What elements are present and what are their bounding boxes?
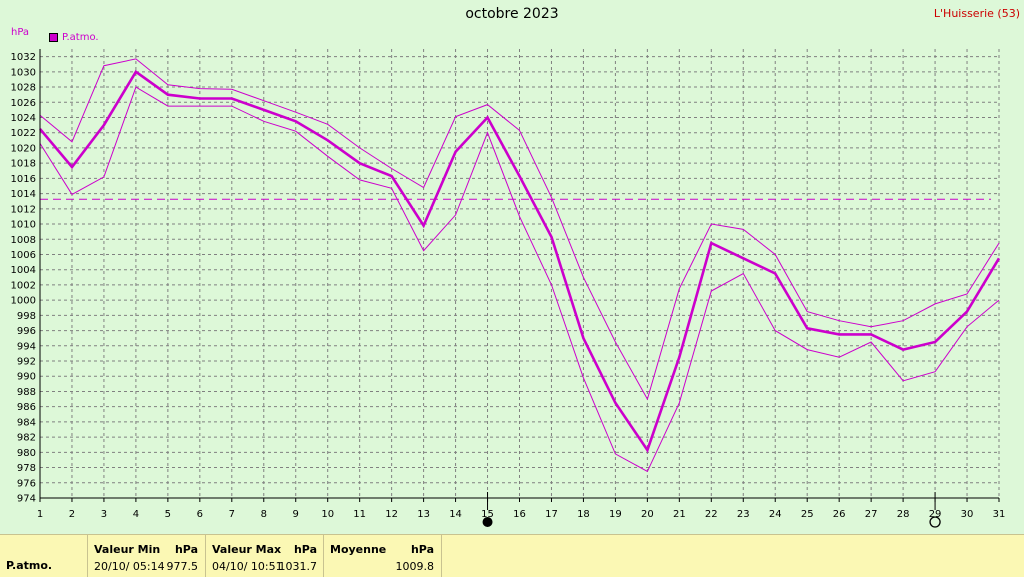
x-tick-label: 18 — [577, 509, 590, 520]
legend-label: P.atmo. — [62, 32, 99, 43]
y-tick-label: 1030 — [11, 67, 36, 78]
x-tick-label: 24 — [769, 509, 782, 520]
x-tick-label: 28 — [897, 509, 910, 520]
y-axis-unit: hPa — [11, 27, 30, 38]
y-tick-label: 1018 — [11, 159, 36, 170]
grid — [39, 49, 1000, 499]
y-tick-label: 986 — [17, 402, 36, 413]
footer-sensor-cell: P.atmo. — [0, 535, 88, 577]
x-tick-label: 19 — [609, 509, 622, 520]
legend: P.atmo. — [49, 32, 99, 43]
x-tick-label: 15 — [481, 509, 494, 520]
x-tick-label: 8 — [261, 509, 267, 520]
y-tick-label: 1002 — [11, 280, 36, 291]
x-tick-label: 2 — [69, 509, 75, 520]
new-moon-icon — [482, 517, 493, 527]
max-value: 1031.7 — [278, 560, 318, 573]
station-name: L'Huisserie (53) — [933, 7, 1020, 20]
y-tick-label: 1022 — [11, 128, 36, 139]
min-date: 20/10/ 05:14 — [94, 560, 165, 573]
y-tick-label: 982 — [17, 433, 36, 444]
footer-max-cell: Valeur Max hPa 04/10/ 10:51 1031.7 — [206, 535, 324, 577]
max-unit: hPa — [293, 543, 317, 556]
x-tick-label: 22 — [705, 509, 718, 520]
x-tick-label: 6 — [197, 509, 203, 520]
full-moon-icon — [929, 516, 941, 528]
x-tick-label: 25 — [801, 509, 814, 520]
footer-sensor-name: P.atmo. — [6, 559, 53, 572]
y-tick-label: 980 — [17, 448, 36, 459]
x-tick-label: 20 — [641, 509, 654, 520]
x-tick-label: 3 — [101, 509, 107, 520]
min-value: 977.5 — [166, 560, 199, 573]
x-tick-label: 21 — [673, 509, 686, 520]
y-tick-label: 1010 — [11, 220, 36, 231]
avg-unit: hPa — [410, 543, 434, 556]
x-tick-label: 27 — [865, 509, 878, 520]
avg-label: Moyenne — [330, 543, 387, 556]
y-tick-label: 976 — [17, 478, 36, 489]
series-line-mean — [39, 69, 1001, 453]
footer-min-cell: Valeur Min hPa 20/10/ 05:14 977.5 — [88, 535, 206, 577]
x-tick-label: 1 — [37, 509, 43, 520]
y-tick-label: 1032 — [11, 52, 36, 63]
x-tick-label: 9 — [293, 509, 299, 520]
y-tick-label: 1006 — [11, 250, 36, 261]
max-label: Valeur Max — [212, 543, 282, 556]
series-line-max — [39, 58, 1000, 401]
x-tick-label: 7 — [229, 509, 235, 520]
y-tick-label: 984 — [17, 417, 36, 428]
series-group — [39, 58, 1001, 473]
x-tick-label: 12 — [385, 509, 398, 520]
x-tick-label: 5 — [165, 509, 171, 520]
moon-phase-markers — [482, 492, 941, 528]
y-tick-label: 990 — [17, 372, 36, 383]
y-tick-label: 1024 — [11, 113, 36, 124]
avg-value: 1009.8 — [395, 560, 435, 573]
y-tick-label: 974 — [17, 494, 36, 505]
x-tick-label: 31 — [993, 509, 1006, 520]
series-line-min — [39, 86, 1000, 473]
y-tick-label: 988 — [17, 387, 36, 398]
x-tick-label: 11 — [353, 509, 366, 520]
y-tick-label: 992 — [17, 357, 36, 368]
y-tick-label: 1008 — [11, 235, 36, 246]
footer-avg-cell: Moyenne hPa 1009.8 — [324, 535, 442, 577]
y-tick-label: 998 — [17, 311, 36, 322]
x-tick-label: 26 — [833, 509, 846, 520]
x-tick-label: 17 — [545, 509, 558, 520]
stats-footer: P.atmo. Valeur Min hPa 20/10/ 05:14 977.… — [0, 534, 1024, 577]
x-tick-label: 23 — [737, 509, 750, 520]
y-tick-label: 978 — [17, 463, 36, 474]
min-unit: hPa — [174, 543, 198, 556]
legend-swatch — [49, 33, 58, 42]
x-tick-label: 10 — [321, 509, 334, 520]
y-tick-label: 1014 — [11, 189, 36, 200]
min-label: Valeur Min — [94, 543, 161, 556]
chart-area: 9749769789809829849869889909929949969981… — [11, 49, 1006, 528]
x-tick-label: 16 — [513, 509, 526, 520]
x-tick-label: 29 — [929, 509, 942, 520]
y-tick-label: 996 — [17, 326, 36, 337]
y-tick-label: 1026 — [11, 98, 36, 109]
y-tick-label: 1004 — [11, 265, 36, 276]
axes: 9749769789809829849869889909929949969981… — [11, 49, 1006, 520]
x-tick-label: 30 — [961, 509, 974, 520]
y-tick-label: 1028 — [11, 83, 36, 94]
y-tick-label: 1000 — [11, 296, 36, 307]
chart-title: octobre 2023 — [465, 6, 559, 22]
y-tick-label: 1020 — [11, 143, 36, 154]
max-date: 04/10/ 10:51 — [212, 560, 283, 573]
x-tick-label: 4 — [133, 509, 139, 520]
y-tick-label: 1012 — [11, 204, 36, 215]
y-tick-label: 994 — [17, 341, 36, 352]
x-tick-label: 14 — [449, 509, 462, 520]
x-tick-label: 13 — [417, 509, 430, 520]
y-tick-label: 1016 — [11, 174, 36, 185]
